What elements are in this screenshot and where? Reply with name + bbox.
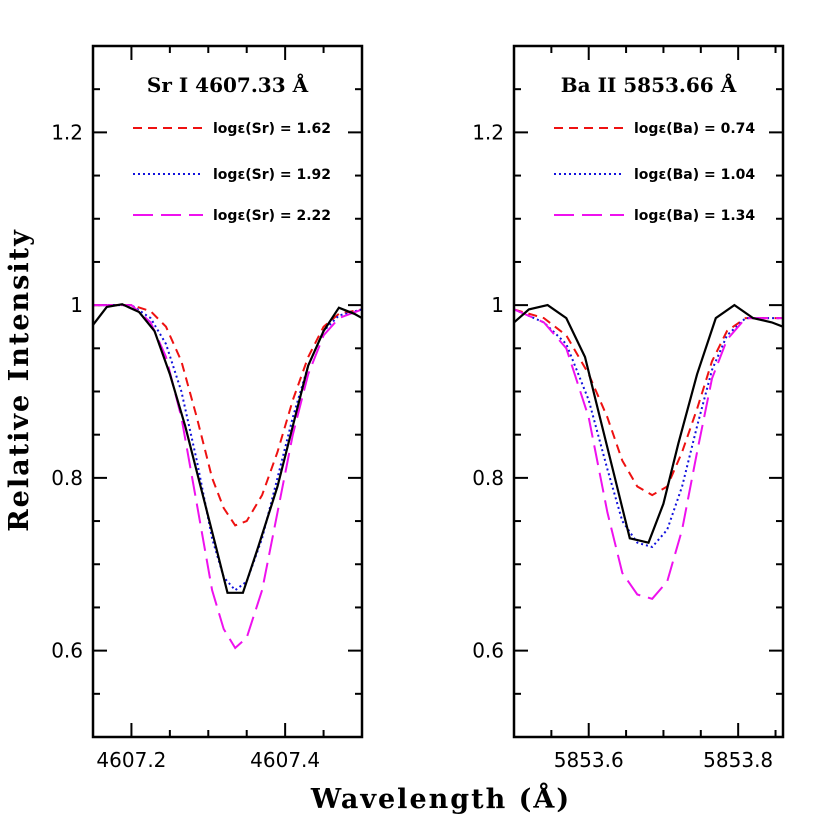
series-line-0 — [514, 308, 783, 497]
panel-0: 0.6 0.8 1 1.2 4607.2 4607.4 logε(Sr) = 1.62 log… — [51, 44, 364, 772]
series-line-2 — [93, 304, 362, 650]
x-tick-label: 4607.4 — [250, 748, 320, 772]
y-tick-label: 1 — [70, 293, 83, 317]
series-line-1 — [93, 304, 362, 592]
x-tick-label: 4607.2 — [96, 748, 166, 772]
y-tick-label: 0.6 — [51, 639, 83, 663]
legend-label-0: logε(Sr) = 1.62 — [213, 121, 331, 137]
panel-title: Ba II 5853.66 Å — [561, 73, 737, 97]
observed-spectrum-line — [514, 303, 783, 544]
y-tick-label: 1 — [491, 293, 504, 317]
legend-label-2: logε(Sr) = 2.22 — [213, 208, 331, 224]
y-axis-title: Relative Intensity — [4, 228, 35, 532]
panel-1: 0.6 0.8 1 1.2 5853.6 5853.8 logε(Ba) = 0.74 log… — [472, 44, 785, 772]
panel-title: Sr I 4607.33 Å — [147, 73, 309, 97]
legend-label-2: logε(Ba) = 1.34 — [634, 208, 755, 224]
y-tick-label: 0.8 — [472, 466, 504, 490]
y-tick-label: 1.2 — [472, 120, 504, 144]
legend-label-0: logε(Ba) = 0.74 — [634, 121, 755, 137]
x-axis-title: Wavelength (Å) — [310, 781, 571, 815]
series-line-0 — [93, 304, 362, 527]
y-tick-label: 0.6 — [472, 639, 504, 663]
plot-frame — [91, 44, 364, 739]
series-line-1 — [514, 308, 783, 549]
plot-frame — [512, 44, 785, 739]
y-tick-label: 1.2 — [51, 120, 83, 144]
legend-label-1: logε(Sr) = 1.92 — [213, 167, 331, 183]
y-tick-label: 0.8 — [51, 466, 83, 490]
series-line-2 — [514, 308, 783, 600]
x-tick-label: 5853.8 — [703, 748, 773, 772]
observed-spectrum-line — [93, 303, 362, 594]
x-tick-label: 5853.6 — [554, 748, 624, 772]
legend-label-1: logε(Ba) = 1.04 — [634, 167, 755, 183]
